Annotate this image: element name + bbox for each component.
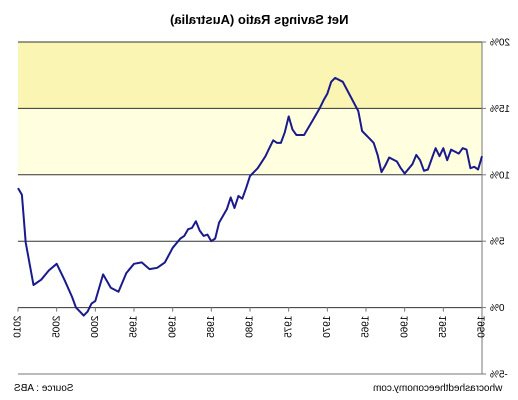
x-tick-label: 1985: [206, 316, 217, 339]
y-tick-label: 10%: [490, 170, 510, 181]
source-text: Source : ABS: [14, 383, 74, 394]
website-footer: whocrashedtheeconomy.com: [373, 383, 502, 394]
y-tick-label: 5%: [490, 237, 505, 248]
background-band-1: [18, 42, 482, 109]
background-band-0: [18, 108, 482, 175]
series-line-0: [17, 76, 483, 317]
y-tick-label: 15%: [490, 104, 510, 115]
y-tick-labels: -5% 0% 5% 10% 15% 20%: [490, 38, 510, 381]
x-tick-label: 1955: [438, 316, 449, 339]
y-tick-label: 20%: [490, 38, 510, 49]
x-tick-label: 1990: [167, 316, 178, 339]
x-tick-label: 1960: [399, 316, 410, 339]
background-bands: [18, 42, 482, 175]
x-tick-label: 1970: [322, 316, 333, 339]
y-tick-label: 0%: [490, 303, 505, 314]
x-tick-label: 2000: [90, 316, 101, 339]
x-tick-label: 2005: [51, 316, 62, 339]
x-tick-label: 1995: [129, 316, 140, 339]
website-text: whocrashedtheeconomy.com: [372, 383, 502, 394]
x-tick-label: 1950: [477, 316, 488, 339]
source-footer: Source : ABS: [14, 383, 73, 394]
x-tick-label: 1980: [245, 316, 256, 339]
series-layer: [17, 76, 483, 317]
x-tick-labels: 1950 1955 1960 1965 1970 1975 1980 1985 1990 1995…: [13, 316, 488, 339]
x-tick-label: 1975: [283, 316, 294, 339]
axes: [17, 41, 486, 375]
y-tick-label: -5%: [490, 370, 508, 381]
x-tick-label: 1965: [361, 316, 372, 339]
x-tick-label: 2010: [13, 316, 24, 339]
